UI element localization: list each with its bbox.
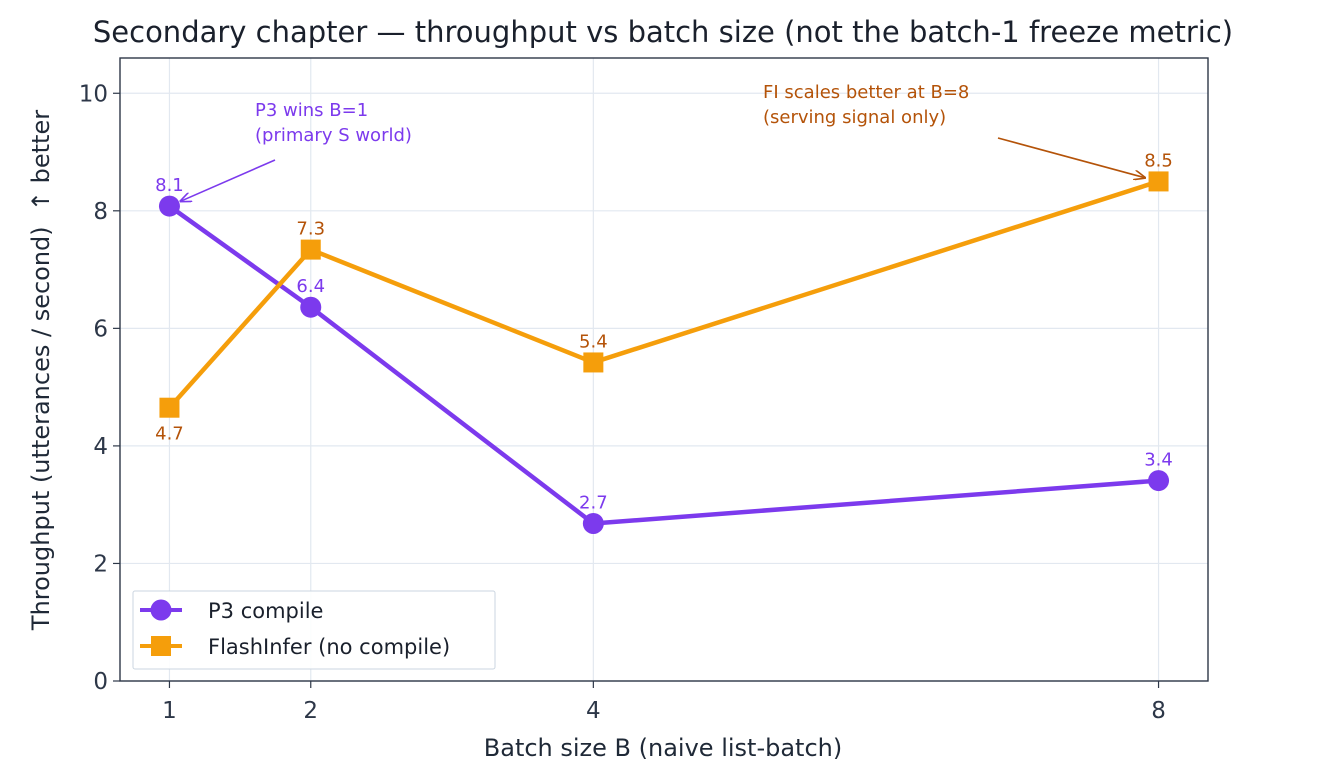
legend-p3-marker xyxy=(150,599,172,621)
p3-point xyxy=(300,296,322,318)
annotation-text: (primary S world) xyxy=(255,125,412,146)
x-tick-label: 2 xyxy=(303,698,318,724)
p3-data-label: 2.7 xyxy=(579,492,608,513)
flashinfer-data-label: 7.3 xyxy=(296,219,325,240)
x-axis-ticks: 1 2 4 8 xyxy=(162,681,1166,724)
x-tick-label: 1 xyxy=(162,698,177,724)
y-tick-label: 10 xyxy=(79,81,108,107)
flashinfer-point xyxy=(583,352,604,373)
flashinfer-data-label: 8.5 xyxy=(1144,150,1173,171)
flashinfer-point xyxy=(1148,171,1169,192)
legend-box xyxy=(132,590,496,670)
p3-point xyxy=(158,195,180,217)
y-tick-label: 0 xyxy=(93,669,108,695)
flashinfer-series-line xyxy=(167,179,1160,410)
p3-point xyxy=(1148,470,1170,492)
y-axis-ticks: 0 2 4 6 8 10 xyxy=(79,81,120,695)
flashinfer-point xyxy=(159,397,180,418)
p3-point xyxy=(582,512,604,534)
annotation-text: FI scales better at B=8 xyxy=(763,82,969,103)
series-layer: 8.1 6.4 2.7 3.4 4.7 7.3 5.4 8.5 xyxy=(155,150,1173,534)
y-tick-label: 2 xyxy=(93,551,108,577)
y-axis-label: Throughput (utterances / second) ↑ bette… xyxy=(27,110,55,631)
p3-data-label: 8.1 xyxy=(155,175,184,196)
annotation-layer: P3 wins B=1 (primary S world) FI scales be… xyxy=(180,82,1145,201)
annotation-text: P3 wins B=1 xyxy=(255,100,368,121)
p3-series-line xyxy=(168,204,1159,526)
y-tick-label: 6 xyxy=(93,316,108,342)
p3-data-label: 3.4 xyxy=(1144,450,1173,471)
legend-flashinfer-label: FlashInfer (no compile) xyxy=(208,635,450,659)
x-tick-label: 8 xyxy=(1151,698,1166,724)
legend-flashinfer-marker xyxy=(151,636,171,656)
annotation-arrow xyxy=(180,159,276,201)
p3-data-label: 6.4 xyxy=(296,276,325,297)
flashinfer-point xyxy=(300,239,321,260)
y-tick-label: 8 xyxy=(93,199,108,225)
flashinfer-data-label: 4.7 xyxy=(155,424,184,445)
legend: P3 compile FlashInfer (no compile) xyxy=(132,590,496,670)
annotation-text: (serving signal only) xyxy=(763,107,946,128)
x-axis-label: Batch size B (naive list-batch) xyxy=(484,734,842,762)
y-tick-label: 4 xyxy=(93,434,108,460)
chart-title: Secondary chapter — throughput vs batch … xyxy=(93,15,1233,49)
x-tick-label: 4 xyxy=(586,698,601,724)
legend-p3-label: P3 compile xyxy=(208,599,323,623)
plot-frame xyxy=(119,57,1209,682)
flashinfer-data-label: 5.4 xyxy=(579,331,608,352)
annotation-arrow xyxy=(997,137,1145,178)
